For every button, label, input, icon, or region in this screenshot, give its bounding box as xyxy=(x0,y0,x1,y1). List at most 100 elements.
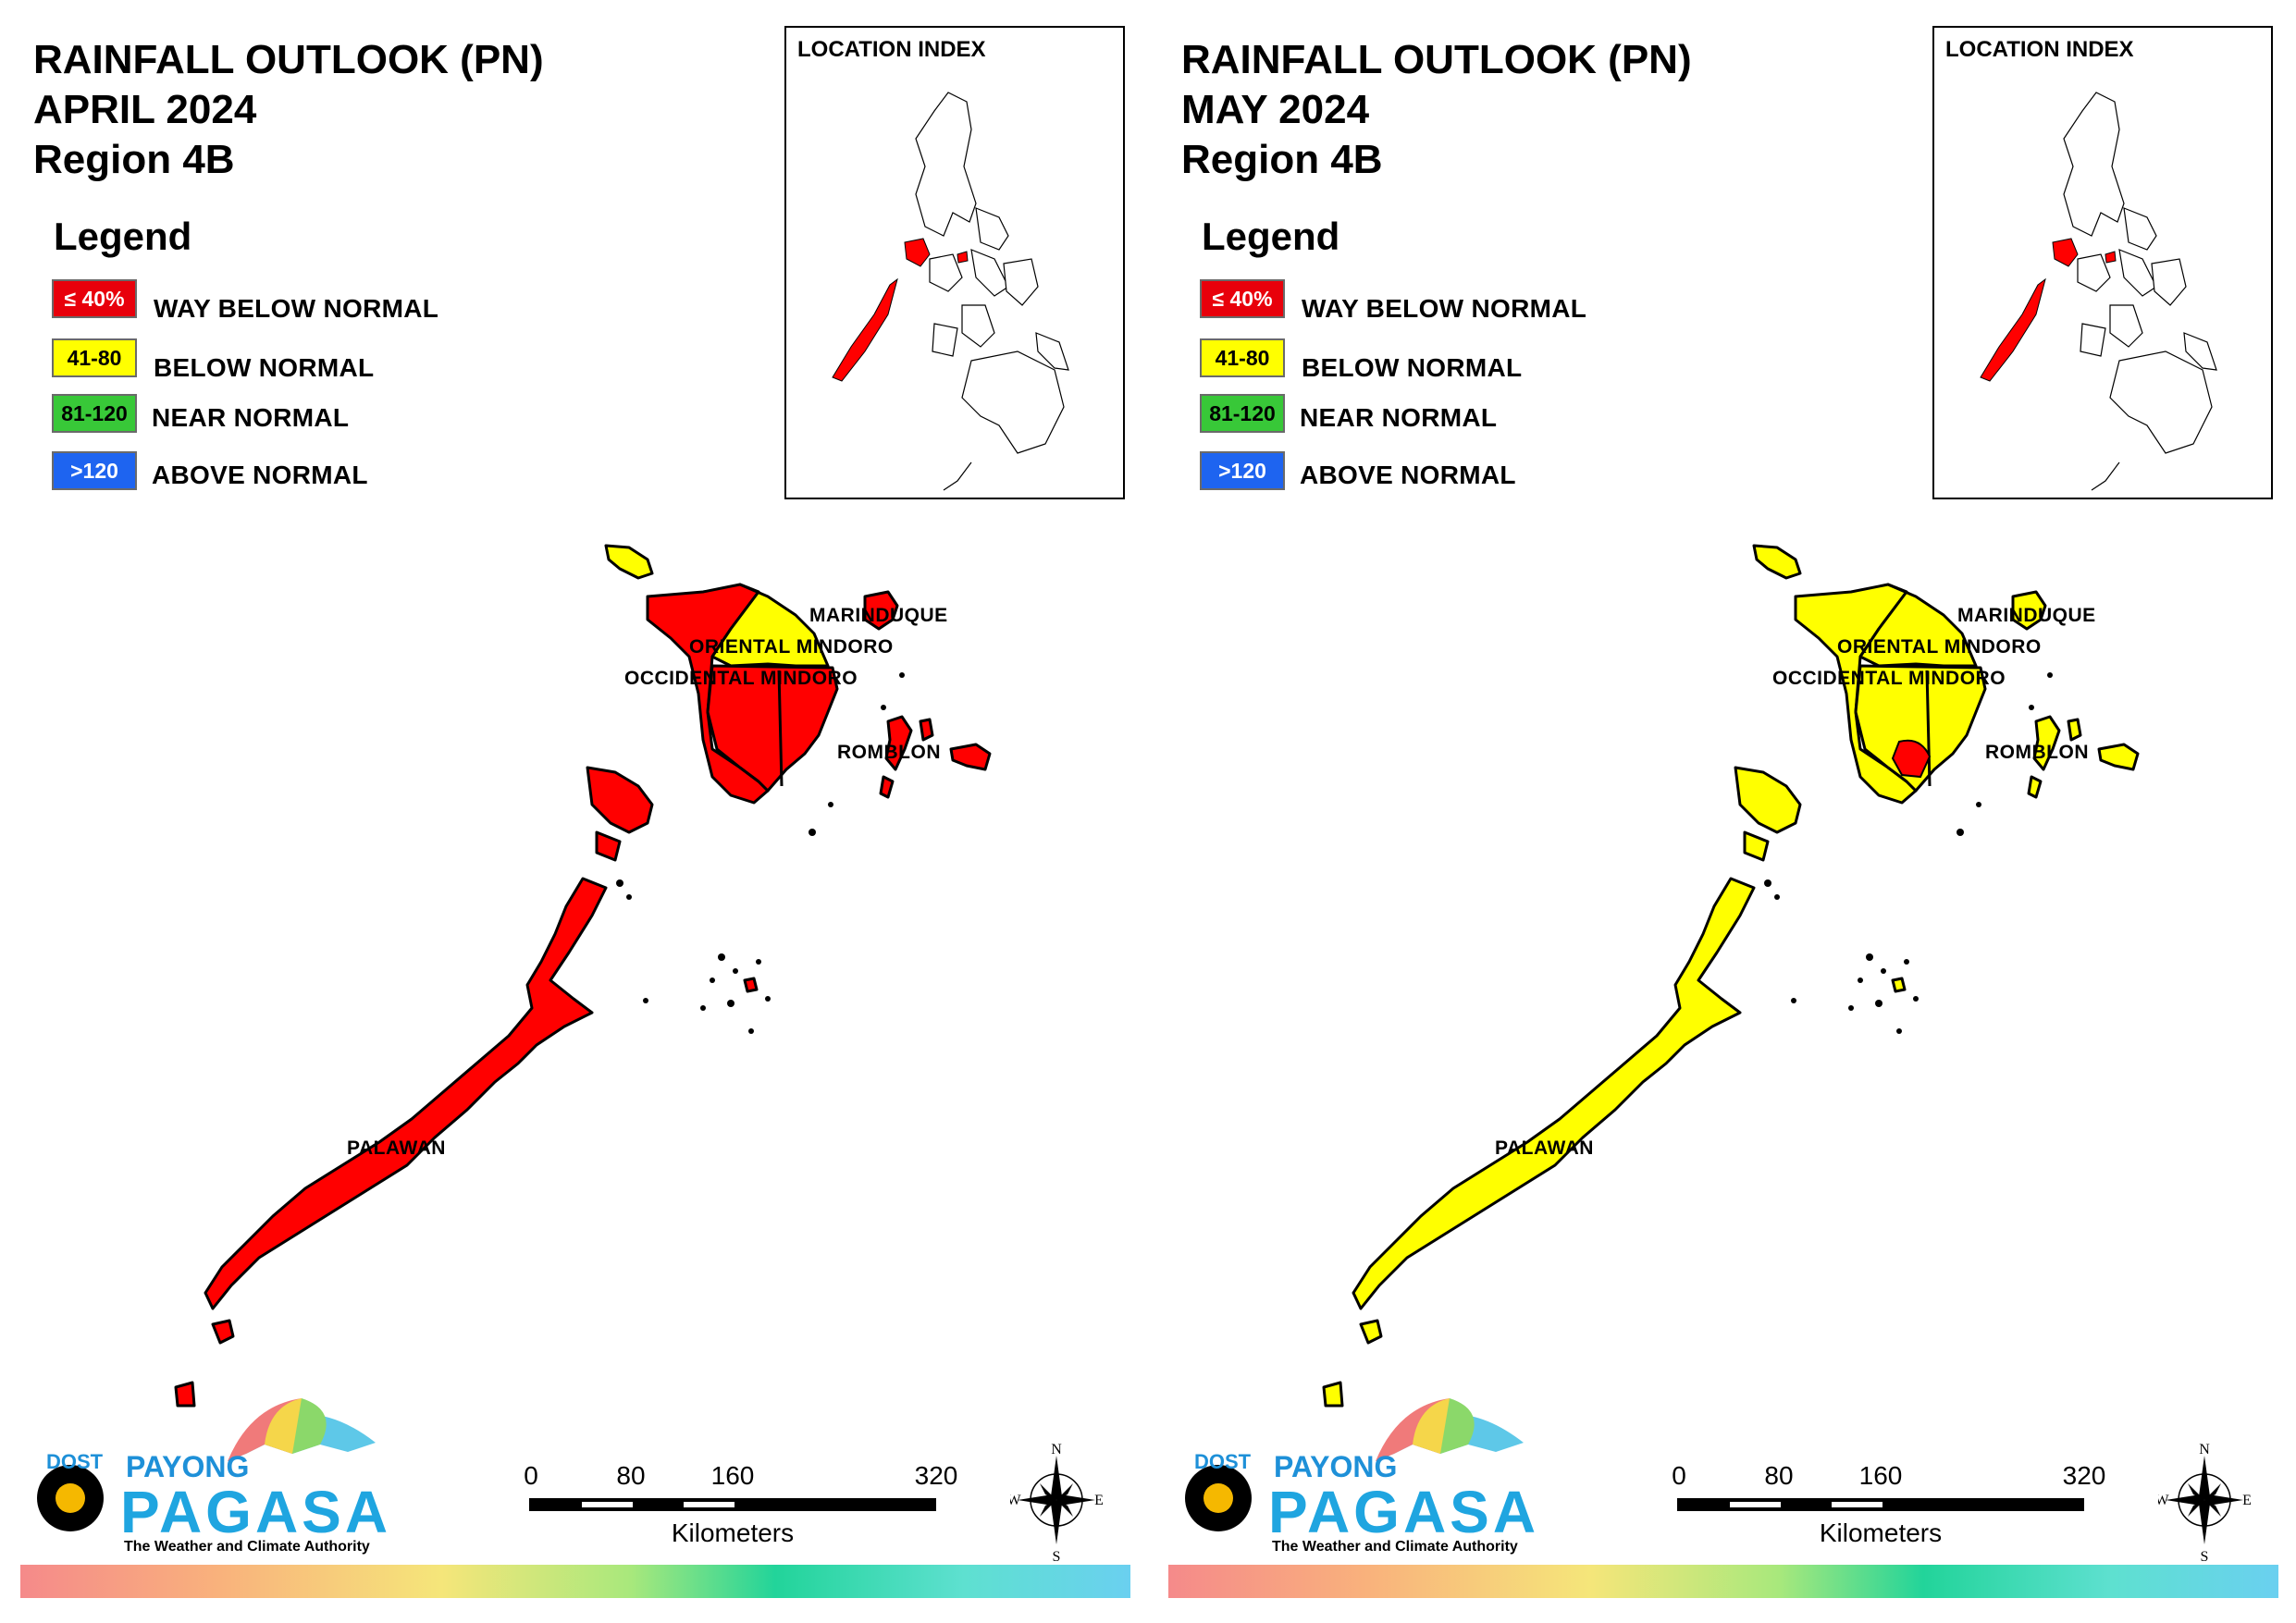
legend-swatch: >120 xyxy=(52,451,137,490)
region-4b-map: MARINDUQUE ORIENTAL MINDORO OCCIDENTAL M… xyxy=(174,544,992,1408)
legend-swatch: ≤ 40% xyxy=(52,279,137,318)
compass-rose-icon: N S W E xyxy=(1006,1442,1103,1565)
location-index-map: LOCATION INDEX xyxy=(784,26,1125,499)
legend-label: BELOW NORMAL xyxy=(154,353,375,382)
logo-dost-text: DOST xyxy=(1194,1450,1252,1473)
scale-tick: 160 xyxy=(1858,1461,1903,1490)
philippines-outline-map xyxy=(1980,92,2217,491)
romblon-island xyxy=(2067,718,2082,742)
legend-label: ABOVE NORMAL xyxy=(1300,461,1516,489)
label-occidental-mindoro: OCCIDENTAL MINDORO xyxy=(624,668,858,689)
palawan-mainland xyxy=(1352,877,1756,1310)
location-index-label: LOCATION INDEX xyxy=(1945,37,2134,62)
legend-swatch: 81-120 xyxy=(1200,394,1285,433)
legend-swatch: >120 xyxy=(1200,451,1285,490)
romblon-sibuyan xyxy=(2097,743,2140,771)
legend-swatch: ≤ 40% xyxy=(1200,279,1285,318)
oriental-mindoro-north xyxy=(710,583,830,668)
philippines-outline-map xyxy=(832,92,1069,491)
scale-tick: 80 xyxy=(1764,1461,1794,1490)
scale-unit: Kilometers xyxy=(1819,1518,1943,1547)
marinduque xyxy=(863,590,899,631)
umbrella-logo-graphic xyxy=(37,1398,376,1531)
title-line-3: Region 4B xyxy=(33,137,235,182)
scale-tick: 160 xyxy=(710,1461,755,1490)
title-line-1: RAINFALL OUTLOOK (PN) xyxy=(33,37,544,82)
outlook-panel-may: RAINFALL OUTLOOK (PN) MAY 2024 Region 4B… xyxy=(1148,0,2296,1623)
legend-label: NEAR NORMAL xyxy=(1300,403,1498,432)
label-oriental-mindoro: ORIENTAL MINDORO xyxy=(689,636,894,658)
title-line-3: Region 4B xyxy=(1181,137,1383,182)
scale-bar-graphic xyxy=(1677,1498,2084,1511)
payong-pagasa-logo: DOST PAYONG PAGASA The Weather and Clima… xyxy=(33,1387,388,1563)
mindoro-red-patch xyxy=(1891,739,1932,779)
scale-bar: 0 80 160 320 Kilometers xyxy=(1672,1461,2105,1554)
label-romblon: ROMBLON xyxy=(1985,742,2089,763)
logo-payong-text: PAYONG xyxy=(126,1450,250,1483)
logo-tagline: The Weather and Climate Authority xyxy=(124,1539,370,1555)
compass-e: E xyxy=(1094,1493,1103,1508)
romblon-sibuyan xyxy=(949,743,992,771)
label-marinduque: MARINDUQUE xyxy=(1957,605,2096,626)
region-4b-map: MARINDUQUE ORIENTAL MINDORO OCCIDENTAL M… xyxy=(1322,544,2140,1408)
scale-tick: 80 xyxy=(616,1461,646,1490)
payong-pagasa-logo: DOST PAYONG PAGASA The Weather and Clima… xyxy=(1181,1387,1536,1563)
lubang-island xyxy=(1752,544,1802,580)
scale-tick: 0 xyxy=(524,1461,538,1490)
romblon-island xyxy=(919,718,934,742)
compass-s: S xyxy=(2201,1549,2209,1563)
logo-payong-text: PAYONG xyxy=(1274,1450,1398,1483)
legend-label: WAY BELOW NORMAL xyxy=(154,294,439,323)
north-arrow-compass: N S W E xyxy=(1006,1442,1103,1568)
legend-label: ABOVE NORMAL xyxy=(152,461,368,489)
legend-swatch: 41-80 xyxy=(1200,338,1285,377)
scale-tick: 0 xyxy=(1672,1461,1686,1490)
logo-pagasa-text: PAGASA xyxy=(1268,1479,1540,1545)
balabac-island xyxy=(1359,1319,1383,1345)
footer-gradient-bar xyxy=(20,1565,1130,1598)
label-romblon: ROMBLON xyxy=(837,742,941,763)
legend-title: Legend xyxy=(1202,215,1340,258)
scale-tick: 320 xyxy=(914,1461,958,1490)
balabac-island xyxy=(211,1319,235,1345)
scale-bar-graphic xyxy=(529,1498,936,1511)
label-palawan: PALAWAN xyxy=(347,1137,446,1159)
compass-n: N xyxy=(2199,1443,2210,1457)
umbrella-logo-graphic xyxy=(1185,1398,1524,1531)
southern-island xyxy=(1322,1381,1344,1408)
title-line-2: MAY 2024 xyxy=(1181,87,1370,132)
logo-dost-text: DOST xyxy=(46,1450,104,1473)
outlook-panel-april: RAINFALL OUTLOOK (PN) APRIL 2024 Region … xyxy=(20,26,1130,1598)
label-palawan: PALAWAN xyxy=(1495,1137,1594,1159)
compass-s: S xyxy=(1053,1549,1061,1563)
logo-tagline: The Weather and Climate Authority xyxy=(1272,1539,1518,1555)
scale-tick: 320 xyxy=(2062,1461,2106,1490)
oriental-mindoro-south xyxy=(706,664,839,793)
label-marinduque: MARINDUQUE xyxy=(809,605,948,626)
legend-title: Legend xyxy=(54,215,192,258)
title-line-2: APRIL 2024 xyxy=(33,87,257,132)
compass-rose-icon: N S W E xyxy=(2154,1442,2251,1565)
panel-title: RAINFALL OUTLOOK (PN) MAY 2024 Region 4B xyxy=(1181,35,1692,185)
romblon-tablas xyxy=(884,715,913,771)
legend-label: WAY BELOW NORMAL xyxy=(1302,294,1587,323)
oriental-mindoro-north xyxy=(1858,583,1978,668)
location-index-label: LOCATION INDEX xyxy=(797,37,986,62)
legend-swatch: 41-80 xyxy=(52,338,137,377)
calamian-islands xyxy=(1734,766,1802,834)
label-occidental-mindoro: OCCIDENTAL MINDORO xyxy=(1772,668,2006,689)
compass-n: N xyxy=(1051,1443,1062,1457)
southern-island xyxy=(174,1381,196,1408)
location-index-map: LOCATION INDEX xyxy=(1932,26,2273,499)
scale-bar: 0 80 160 320 Kilometers xyxy=(524,1461,957,1554)
compass-w: W xyxy=(2158,1493,2169,1508)
footer-gradient-bar xyxy=(1168,1565,2278,1598)
title-line-1: RAINFALL OUTLOOK (PN) xyxy=(1181,37,1692,82)
compass-e: E xyxy=(2242,1493,2251,1508)
romblon-tablas xyxy=(2032,715,2061,771)
legend-swatch: 81-120 xyxy=(52,394,137,433)
compass-w: W xyxy=(1010,1493,1021,1508)
label-oriental-mindoro: ORIENTAL MINDORO xyxy=(1837,636,2042,658)
marinduque xyxy=(2011,590,2047,631)
legend-label: NEAR NORMAL xyxy=(152,403,350,432)
